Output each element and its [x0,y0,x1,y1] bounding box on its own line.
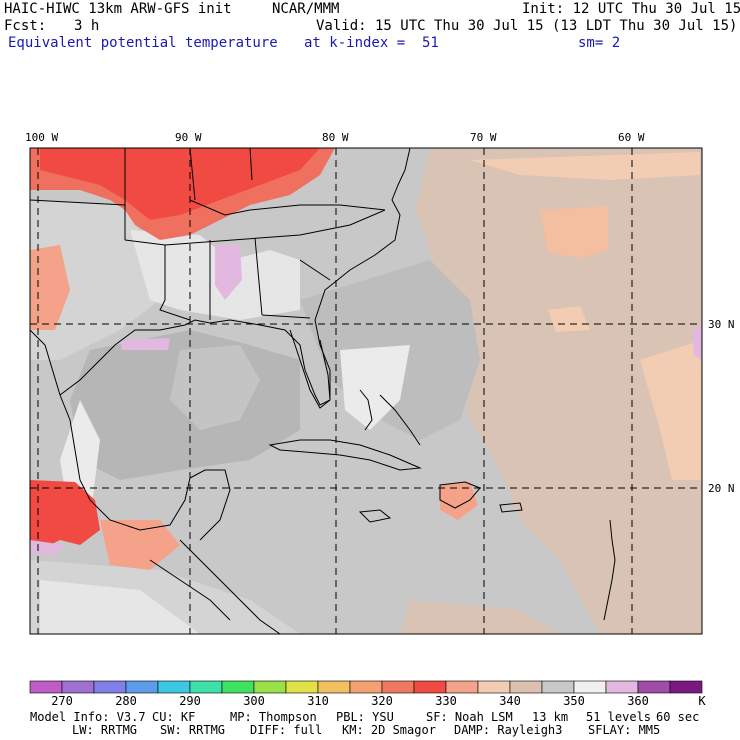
footer-sf: SF: Noah LSM [426,710,513,724]
footer-resolution: 13 km [532,710,569,724]
colorbar-swatch [125,680,159,694]
footer-km: KM: 2D Smagor [342,723,436,737]
colorbar-swatch [93,680,127,694]
colorbar-swatch [317,680,351,694]
colorbar-swatch [61,680,95,694]
colorbar-label: 300 [243,694,265,708]
footer-sw: SW: RRTMG [160,723,226,737]
colorbar-label: 330 [435,694,457,708]
footer-damp: DAMP: Rayleigh3 [454,723,563,737]
smoothing-info: sm= 2 [578,35,621,51]
footer-cu: CU: KF [152,710,196,724]
footer-levels: 51 levels [586,710,652,724]
coastlines [30,148,616,634]
lon-label-90w: 90 W [175,131,202,144]
colorbar-label: 280 [115,694,137,708]
institution: NCAR/MMM [272,1,340,17]
colorbar-swatch [477,680,511,694]
lat-lon-grid [30,148,702,634]
forecast-label: Fcst: [4,18,47,34]
colorbar-swatch [253,680,287,694]
lon-label-80w: 80 W [322,131,349,144]
colorbar-label: 320 [371,694,393,708]
colorbar-swatch [221,680,255,694]
model-title: HAIC-HIWC 13km ARW-GFS init [4,1,232,17]
colorbar-label: 340 [499,694,521,708]
colorbar-swatch [413,680,447,694]
colorbar-swatch [637,680,671,694]
footer-model-info: Model Info: V3.7 [30,710,146,724]
colorbar-label: 290 [179,694,201,708]
lon-label-100w: 100 W [25,131,59,144]
colorbar-label: 360 [627,694,649,708]
lon-label-70w: 70 W [470,131,497,144]
init-time: Init: 12 UTC Thu 30 Jul 15 [522,1,740,17]
colorbar-swatch [189,680,223,694]
forecast-hour: 3 h [74,18,100,34]
footer-lw: LW: RRTMG [72,723,138,737]
colorbar-swatch [445,680,479,694]
colorbar-label: 310 [307,694,329,708]
footer-timestep: 60 sec [656,710,700,724]
footer-mp: MP: Thompson [230,710,317,724]
footer-diff: DIFF: full [250,723,323,737]
colorbar-swatch [541,680,575,694]
lon-label-60w: 60 W [618,131,645,144]
footer-pbl: PBL: YSU [336,710,394,724]
field-name: Equivalent potential temperature [8,35,278,51]
valid-time: Valid: 15 UTC Thu 30 Jul 15 (13 LDT Thu … [316,18,738,34]
colorbar-label: 270 [51,694,73,708]
colorbar-swatch [29,680,63,694]
lat-label-20n: 20 N [708,482,735,495]
colorbar-swatch [381,680,415,694]
colorbar-label: K [698,694,706,708]
colorbar-swatch [157,680,191,694]
theta-e-field [30,148,702,634]
map-frame [29,147,703,635]
level-info: at k-index = 51 [304,35,439,51]
colorbar-swatch [669,680,703,694]
colorbar-label: 350 [563,694,585,708]
colorbar-swatch [349,680,383,694]
colorbar-swatch [605,680,639,694]
colorbar-swatch [509,680,543,694]
lat-label-30n: 30 N [708,318,735,331]
colorbar-swatch [285,680,319,694]
footer-sflay: SFLAY: MM5 [588,723,661,737]
colorbar-swatch [573,680,607,694]
